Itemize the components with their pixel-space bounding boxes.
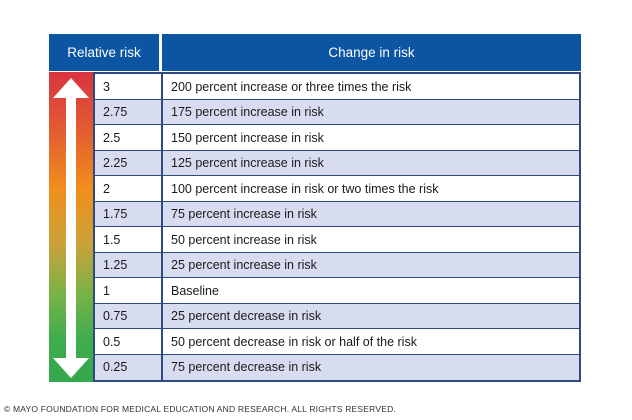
change-in-risk-text: 100 percent increase in risk or two time… [161, 176, 581, 201]
relative-risk-value: 2 [93, 176, 161, 201]
header-relative-risk-label: Relative risk [67, 45, 141, 60]
change-in-risk-text: 50 percent increase in risk [161, 227, 581, 252]
double-arrow-icon [53, 78, 89, 378]
table-row: 2.75 175 percent increase in risk [93, 99, 581, 125]
table-row: 1.25 25 percent increase in risk [93, 252, 581, 278]
change-in-risk-text: Baseline [161, 278, 581, 303]
table-row: 3 200 percent increase or three times the… [93, 74, 581, 99]
table-row: 2 100 percent increase in risk or two tim… [93, 176, 581, 201]
table-row: 0.75 25 percent decrease in risk [93, 303, 581, 329]
table-row: 0.25 75 percent decrease in risk [93, 354, 581, 380]
table-row: 0.5 50 percent decrease in risk or half o… [93, 329, 581, 354]
relative-risk-value: 0.5 [93, 329, 161, 354]
table-row: 2.5 150 percent increase in risk [93, 125, 581, 150]
header-change-in-risk-label: Change in risk [328, 45, 415, 60]
table-row: 1.5 50 percent increase in risk [93, 227, 581, 252]
change-in-risk-text: 50 percent decrease in risk or half of t… [161, 329, 581, 354]
relative-risk-value: 1.25 [93, 252, 161, 278]
relative-risk-value: 2.5 [93, 125, 161, 150]
change-in-risk-text: 25 percent decrease in risk [161, 303, 581, 329]
table-row: 2.25 125 percent increase in risk [93, 150, 581, 176]
relative-risk-value: 1.75 [93, 201, 161, 227]
header-relative-risk: Relative risk [49, 34, 159, 71]
relative-risk-value: 1.5 [93, 227, 161, 252]
relative-risk-value: 1 [93, 278, 161, 303]
relative-risk-value: 2.75 [93, 99, 161, 125]
relative-risk-value: 0.75 [93, 303, 161, 329]
relative-risk-value: 2.25 [93, 150, 161, 176]
header-change-in-risk: Change in risk [162, 34, 581, 71]
change-in-risk-text: 75 percent increase in risk [161, 201, 581, 227]
change-in-risk-text: 200 percent increase or three times the … [161, 74, 581, 99]
change-in-risk-text: 75 percent decrease in risk [161, 354, 581, 380]
table-row: 1 Baseline [93, 278, 581, 303]
change-in-risk-text: 25 percent increase in risk [161, 252, 581, 278]
relative-risk-value: 3 [93, 74, 161, 99]
table-row: 1.75 75 percent increase in risk [93, 201, 581, 227]
change-in-risk-text: 150 percent increase in risk [161, 125, 581, 150]
change-in-risk-text: 175 percent increase in risk [161, 99, 581, 125]
change-in-risk-text: 125 percent increase in risk [161, 150, 581, 176]
copyright-notice: © MAYO FOUNDATION FOR MEDICAL EDUCATION … [4, 404, 396, 414]
relative-risk-value: 0.25 [93, 354, 161, 380]
